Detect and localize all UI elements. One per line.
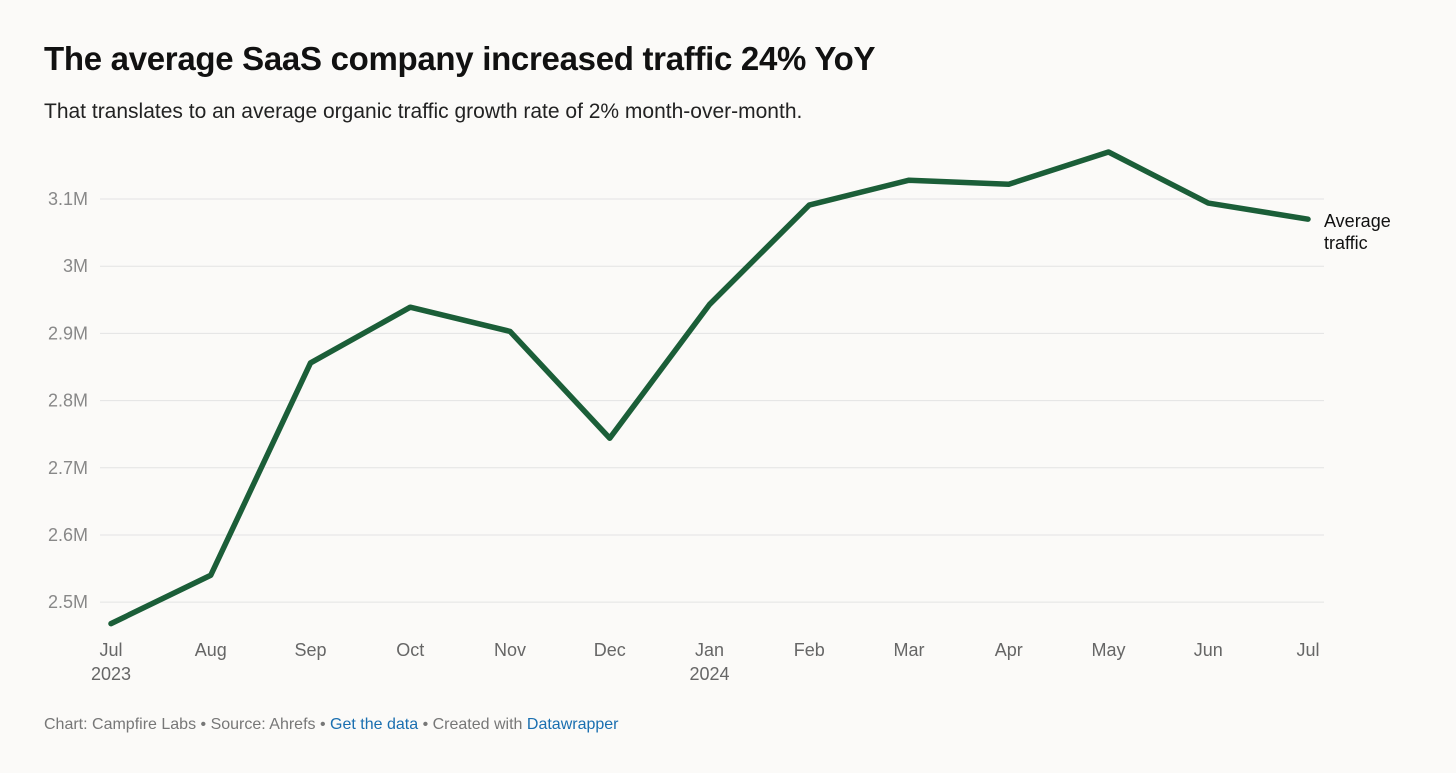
x-tick-label: Dec	[594, 640, 626, 660]
footer-separator: •	[422, 716, 429, 733]
chart-footer: Chart: Campfire Labs • Source: Ahrefs • …	[44, 716, 619, 734]
x-tick-label: Oct	[396, 640, 424, 660]
get-the-data-link[interactable]: Get the data	[330, 716, 419, 733]
x-tick-label: Jul	[1296, 640, 1319, 660]
x-tick-label: Apr	[995, 640, 1023, 660]
x-tick-label: Feb	[794, 640, 825, 660]
x-tick-label: Sep	[294, 640, 326, 660]
chart-subtitle: That translates to an average organic tr…	[44, 100, 803, 123]
series-layer	[108, 149, 1311, 627]
x-tick-label: Aug	[195, 640, 227, 660]
line-chart: 2.5M 2.6M 2.7M 2.8M 2.9M 3M 3.1M Jul 2023 Aug Sep…	[48, 149, 1391, 684]
x-tick-label: May	[1091, 640, 1125, 660]
y-tick-label: 2.9M	[48, 323, 88, 343]
y-tick-label: 2.6M	[48, 525, 88, 545]
series-label: Average traffic	[1324, 211, 1391, 253]
series-label-line: Average	[1324, 211, 1391, 231]
footer-separator: •	[200, 716, 207, 733]
x-tick-label: Nov	[494, 640, 526, 660]
y-axis-ticks: 2.5M 2.6M 2.7M 2.8M 2.9M 3M 3.1M	[48, 189, 88, 612]
series-label-layer: Average traffic	[1324, 211, 1391, 253]
x-tick-year-label: 2024	[689, 664, 729, 684]
chart-title: The average SaaS company increased traff…	[44, 40, 876, 77]
footer-source: Source: Ahrefs	[210, 716, 316, 733]
gridlines	[100, 198, 1324, 603]
x-tick-label: Jul	[99, 640, 122, 660]
x-tick-label: Jun	[1194, 640, 1223, 660]
x-tick-label: Jan	[695, 640, 724, 660]
x-tick-year-label: 2023	[91, 664, 131, 684]
footer-created-with: Created with	[432, 716, 523, 733]
datawrapper-link[interactable]: Datawrapper	[526, 716, 619, 733]
x-tick-label: Mar	[894, 640, 925, 660]
y-tick-label: 2.5M	[48, 592, 88, 612]
y-tick-label: 2.8M	[48, 391, 88, 411]
y-tick-label: 2.7M	[48, 458, 88, 478]
series-line-average-traffic	[108, 149, 1311, 627]
footer-chart-credit: Chart: Campfire Labs	[44, 716, 197, 733]
y-tick-label: 3M	[63, 256, 88, 276]
y-tick-label: 3.1M	[48, 189, 88, 209]
footer-separator: •	[319, 716, 326, 733]
x-axis-ticks: Jul 2023 Aug Sep Oct Nov Dec Jan 2024 Feb Mar Apr Ma…	[91, 640, 1320, 684]
series-label-line: traffic	[1324, 233, 1368, 253]
